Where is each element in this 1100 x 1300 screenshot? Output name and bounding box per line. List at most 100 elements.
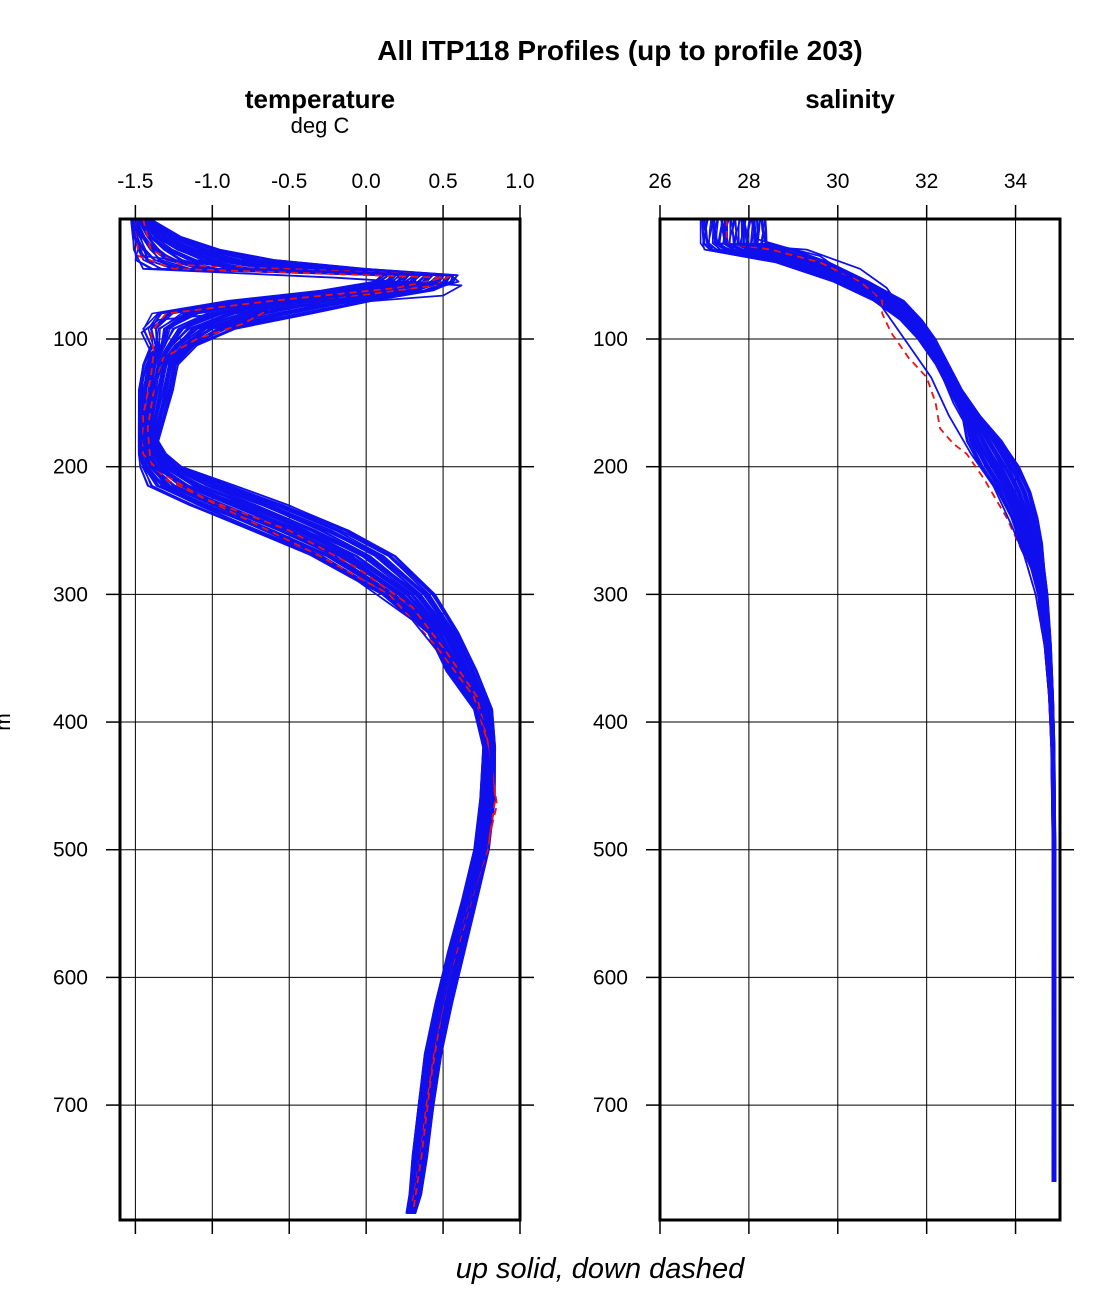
temperature-panel-title: temperature: [245, 84, 395, 114]
x-tick-label: -1.0: [194, 170, 230, 193]
up-profile-line: [756, 219, 1056, 1182]
down-profile-line: [134, 218, 497, 1208]
y-tick-label: 200: [593, 456, 628, 479]
up-profile-trace: [740, 218, 1056, 1182]
up-profile-trace: [746, 218, 1056, 1182]
up-profile-trace: [710, 218, 1055, 1182]
up-profile-trace: [718, 218, 1055, 1182]
y-tick-label: 600: [593, 966, 628, 989]
up-profile-trace: [750, 218, 1056, 1182]
up-profile-trace: [722, 219, 1055, 1182]
up-profile-trace: [743, 218, 1056, 1182]
up-profile-trace: [761, 218, 1057, 1182]
up-profile-trace: [701, 218, 1054, 1182]
up-profile-trace: [148, 218, 495, 1214]
up-profile-trace: [732, 218, 1056, 1182]
y-tick-label: 100: [53, 328, 88, 351]
footer-legend-note: up solid, down dashed: [456, 1253, 745, 1285]
up-profile-trace: [750, 218, 1056, 1182]
up-profile-trace: [148, 218, 495, 1214]
up-profile-trace: [713, 218, 1054, 1182]
up-profile-trace: [739, 218, 1056, 1182]
x-tick-label: 26: [648, 170, 671, 193]
up-profile-trace: [752, 218, 1057, 1182]
up-profile-trace: [721, 218, 1055, 1182]
salinity-panel: 26 28 30 32 34 100 200 300 400 500 600 700: [593, 170, 1074, 1234]
up-profile-trace: [146, 218, 494, 1214]
up-profile-trace: [727, 218, 1055, 1182]
down-profile-line: [725, 219, 1056, 978]
up-profile-trace: [723, 218, 1055, 1182]
up-profile-trace: [708, 218, 1054, 1182]
up-profile-trace: [763, 218, 1057, 1182]
up-profile-trace: [707, 218, 1054, 1182]
up-profile-trace: [724, 218, 1055, 1182]
up-profile-trace: [741, 218, 1056, 1182]
up-profile-trace: [149, 218, 496, 1214]
up-profile-trace: [702, 218, 1054, 1182]
x-tick-label: 1.0: [505, 170, 534, 193]
x-tick-label: 32: [915, 170, 938, 193]
salinity-panel-title: salinity: [805, 84, 895, 114]
up-profile-trace: [147, 218, 495, 1214]
up-profile-line: [712, 219, 1056, 1182]
up-profile-trace: [760, 218, 1057, 1182]
up-profile-line: [134, 218, 494, 1214]
up-profile-line: [131, 218, 494, 1208]
up-profile-trace: [717, 218, 1055, 1182]
x-tick-label: -0.5: [271, 170, 307, 193]
up-profile-trace: [755, 218, 1056, 1182]
up-profile-trace: [745, 218, 1056, 1182]
up-profile-trace: [734, 218, 1056, 1182]
up-profile-trace: [720, 218, 1055, 1182]
up-profile-trace: [729, 218, 1055, 1182]
up-profile-trace: [146, 218, 494, 1214]
up-profile-trace: [743, 218, 1056, 1182]
up-profile-trace: [699, 219, 1054, 1182]
up-profile-trace: [730, 218, 1055, 1182]
up-profile-trace: [703, 218, 1054, 1182]
up-profile-trace: [705, 218, 1054, 1182]
up-profile-trace: [730, 218, 1055, 1182]
y-tick-label: 100: [593, 328, 628, 351]
down-profile-line: [142, 218, 498, 1201]
up-profile-trace: [726, 218, 1055, 1182]
up-profile-trace: [715, 218, 1054, 1182]
up-profile-trace: [702, 218, 1054, 1182]
y-tick-label: 700: [593, 1094, 628, 1117]
y-tick-label: 300: [53, 583, 88, 606]
y-tick-label: 300: [593, 583, 628, 606]
up-profile-trace: [756, 218, 1056, 1182]
y-axis-label: m: [0, 713, 15, 731]
up-profile-trace: [751, 218, 1056, 1182]
plot-frame: [658, 217, 1062, 1222]
up-profile-trace: [711, 218, 1055, 1182]
up-profile-trace: [750, 218, 1056, 1182]
up-profile-trace: [733, 218, 1055, 1182]
up-profile-trace: [721, 218, 1055, 1182]
up-profile-trace: [714, 218, 1055, 1182]
x-tick-label: -1.5: [117, 170, 153, 193]
up-profile-trace: [737, 218, 1056, 1182]
up-profile-trace: [754, 218, 1056, 1182]
temperature-unit-label: deg C: [291, 113, 350, 138]
y-tick-label: 500: [53, 839, 88, 862]
chart-title: All ITP118 Profiles (up to profile 203): [377, 35, 862, 66]
x-tick-label: 0.5: [428, 170, 457, 193]
up-profile-trace: [753, 218, 1056, 1182]
y-tick-label: 400: [593, 711, 628, 734]
y-tick-label: 700: [53, 1094, 88, 1117]
up-profile-trace: [146, 218, 495, 1214]
up-profile-trace: [148, 218, 495, 1214]
plot-frame: [118, 217, 522, 1222]
up-profile-trace: [733, 218, 1055, 1182]
x-tick-label: 0.0: [352, 170, 381, 193]
up-profile-trace: [711, 218, 1054, 1182]
up-profile-trace: [702, 218, 1054, 1182]
x-tick-label: 34: [1004, 170, 1028, 193]
up-profile-trace: [760, 218, 1057, 1182]
up-profile-trace: [741, 218, 1056, 1182]
x-tick-label: 30: [826, 170, 849, 193]
y-tick-label: 600: [53, 966, 88, 989]
